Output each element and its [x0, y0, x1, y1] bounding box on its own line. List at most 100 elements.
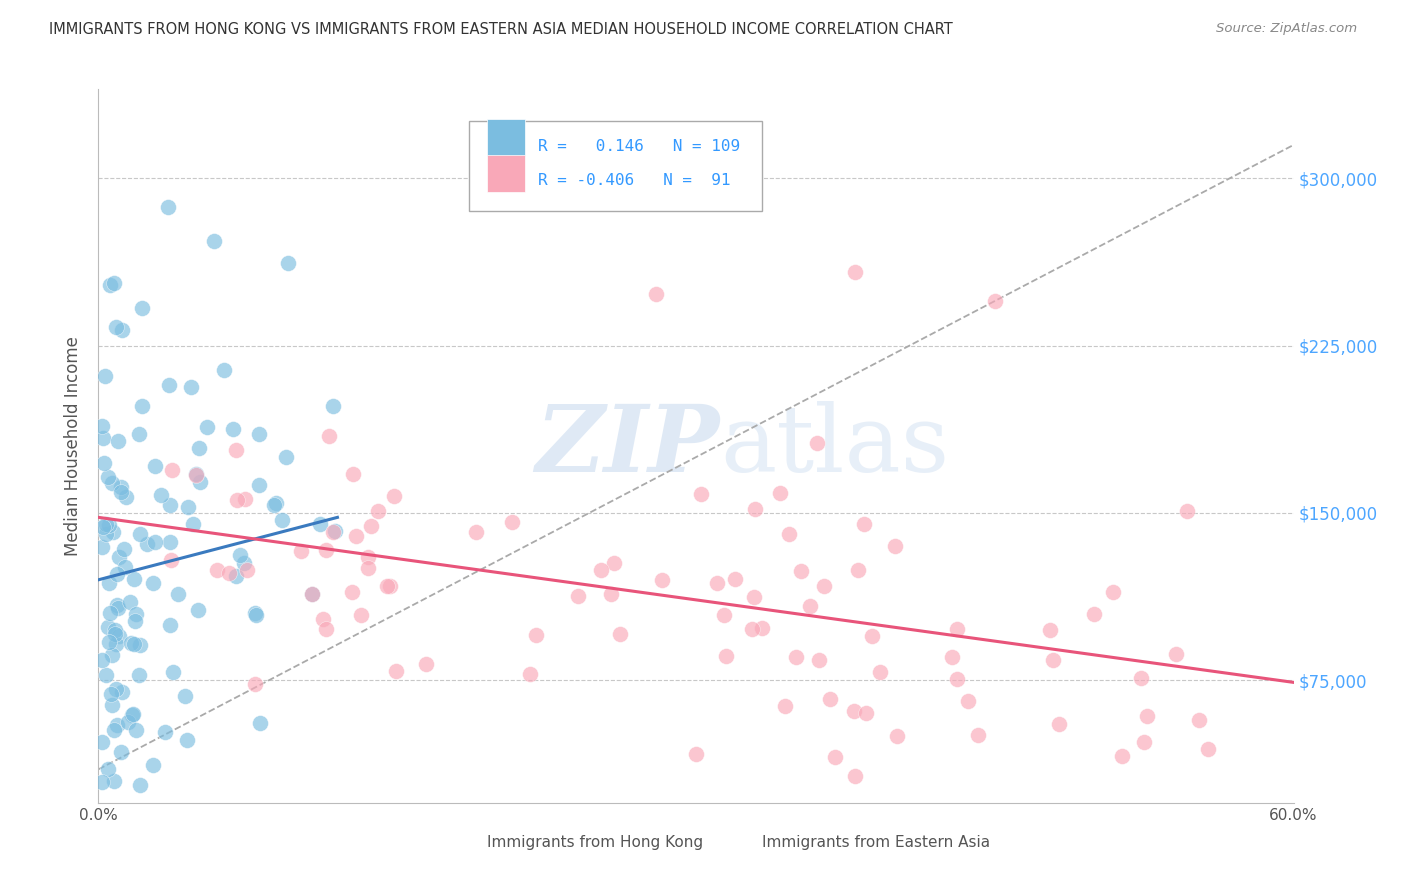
Point: [97, 470, 120, 484]
Point: [105, 682, 128, 697]
Point: [91, 775, 114, 789]
Point: [778, 527, 800, 541]
Point: [1042, 653, 1064, 667]
Point: [312, 612, 335, 626]
Point: [124, 637, 146, 651]
Point: [357, 560, 380, 574]
Point: [131, 301, 153, 315]
Point: [1133, 735, 1156, 749]
Point: [685, 747, 707, 761]
Point: [236, 563, 259, 577]
Point: [91, 418, 114, 433]
Point: [104, 623, 127, 637]
Point: [176, 732, 198, 747]
Point: [382, 489, 405, 503]
Point: [846, 563, 869, 577]
Point: [751, 621, 773, 635]
Point: [98, 634, 121, 648]
Point: [263, 499, 285, 513]
Point: [101, 698, 124, 712]
Point: [167, 586, 190, 600]
Point: [706, 576, 728, 591]
Point: [122, 572, 145, 586]
Point: [101, 648, 124, 662]
Point: [105, 598, 128, 612]
Point: [465, 525, 488, 540]
Point: [101, 525, 124, 540]
Point: [524, 628, 547, 642]
Point: [225, 443, 247, 458]
Point: [98, 278, 122, 293]
Point: [162, 463, 184, 477]
Point: [645, 287, 668, 301]
Point: [125, 723, 148, 737]
Point: [716, 649, 738, 664]
Point: [813, 579, 835, 593]
Point: [225, 492, 247, 507]
Point: [98, 518, 121, 533]
Point: [187, 441, 209, 455]
Point: [117, 714, 139, 729]
Point: [111, 323, 134, 337]
Point: [115, 491, 138, 505]
Text: atlas: atlas: [720, 401, 949, 491]
Point: [120, 595, 142, 609]
Point: [247, 478, 270, 492]
Point: [93, 456, 115, 470]
Point: [886, 729, 908, 743]
Point: [155, 724, 177, 739]
Point: [591, 563, 613, 577]
FancyBboxPatch shape: [437, 829, 470, 851]
Point: [124, 614, 146, 628]
Point: [103, 723, 125, 737]
Point: [322, 525, 344, 540]
Point: [350, 607, 373, 622]
FancyBboxPatch shape: [713, 829, 745, 851]
Point: [946, 672, 969, 686]
Point: [357, 550, 380, 565]
Point: [157, 200, 180, 214]
Point: [946, 622, 969, 636]
Point: [1136, 709, 1159, 723]
Point: [270, 513, 292, 527]
Point: [143, 535, 166, 549]
Point: [301, 586, 323, 600]
Point: [129, 527, 152, 541]
Point: [187, 602, 209, 616]
Point: [603, 556, 626, 570]
Point: [806, 436, 828, 450]
Point: [713, 607, 735, 622]
Point: [121, 708, 143, 723]
Point: [91, 735, 114, 749]
Y-axis label: Median Household Income: Median Household Income: [65, 336, 83, 556]
Point: [274, 450, 297, 464]
Point: [501, 515, 523, 529]
Point: [91, 431, 114, 445]
Point: [744, 502, 766, 516]
Point: [1083, 607, 1105, 621]
Point: [360, 518, 382, 533]
Point: [247, 426, 270, 441]
Point: [277, 256, 299, 270]
Point: [724, 572, 747, 586]
Point: [131, 399, 153, 413]
Point: [181, 517, 204, 532]
Point: [323, 524, 346, 539]
Point: [184, 467, 207, 481]
Point: [97, 576, 120, 591]
Point: [367, 503, 389, 517]
Point: [149, 488, 172, 502]
Point: [110, 485, 132, 500]
Point: [159, 498, 181, 512]
Point: [212, 363, 235, 377]
Point: [180, 380, 202, 394]
Point: [195, 420, 218, 434]
Text: Immigrants from Hong Kong: Immigrants from Hong Kong: [486, 835, 703, 849]
FancyBboxPatch shape: [486, 155, 524, 192]
Point: [225, 568, 247, 582]
Point: [121, 707, 143, 722]
Point: [824, 750, 846, 764]
Point: [567, 590, 589, 604]
Point: [114, 560, 136, 574]
Point: [1038, 623, 1060, 637]
